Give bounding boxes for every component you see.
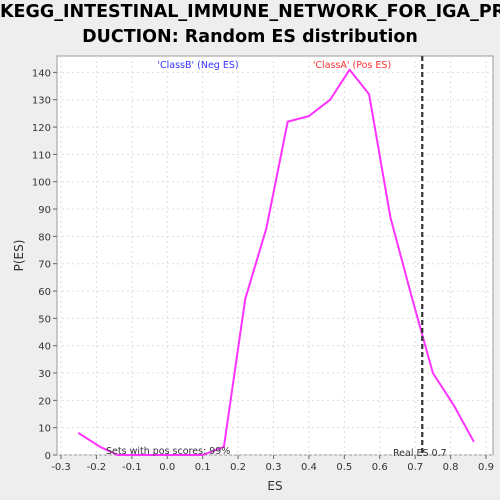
es-data-point bbox=[308, 115, 310, 117]
x-tick-label: -0.2 bbox=[87, 462, 107, 473]
y-tick-label: 10 bbox=[38, 424, 51, 435]
y-tick-label: 60 bbox=[38, 287, 51, 298]
y-tick-label: 80 bbox=[38, 232, 51, 243]
es-data-point bbox=[286, 120, 289, 123]
x-tick-label: 0.7 bbox=[407, 462, 423, 473]
es-data-point bbox=[223, 446, 225, 448]
x-tick-label: 0.6 bbox=[372, 462, 388, 473]
y-tick-label: 0 bbox=[45, 451, 51, 462]
annotations: 'ClassB' (Neg ES) 'ClassA' (Pos ES) Sets w… bbox=[106, 56, 447, 459]
y-tick-label: 20 bbox=[38, 396, 51, 407]
es-data-point bbox=[244, 298, 246, 301]
es-data-point bbox=[329, 98, 331, 101]
y-tick-label: 90 bbox=[38, 205, 51, 216]
pos-es-label: 'ClassA' (Pos ES) bbox=[313, 60, 391, 71]
es-data-point bbox=[348, 68, 351, 71]
es-data-point bbox=[432, 372, 434, 374]
series-group bbox=[77, 68, 475, 456]
pos-scores-text: Sets with pos scores: 99% bbox=[106, 446, 230, 457]
chart-title-line-1: KEGG_INTESTINAL_IMMUNE_NETWORK_FOR_IGA_P… bbox=[0, 2, 500, 22]
es-data-point bbox=[389, 216, 392, 219]
es-data-point bbox=[453, 405, 455, 407]
grid-lines bbox=[57, 56, 493, 456]
y-tick-label: 50 bbox=[38, 314, 51, 325]
x-tick-label: -0.1 bbox=[122, 462, 142, 473]
es-data-point bbox=[368, 93, 370, 96]
plot-area bbox=[56, 55, 494, 456]
es-data-point bbox=[201, 454, 204, 456]
y-tick-label: 30 bbox=[38, 369, 51, 380]
y-tick-label: 110 bbox=[32, 150, 51, 161]
es-data-point bbox=[116, 454, 119, 456]
es-distribution-line bbox=[78, 68, 475, 456]
x-tick-label: 0.2 bbox=[230, 462, 246, 473]
y-tick-label: 120 bbox=[32, 123, 51, 134]
es-data-point bbox=[410, 295, 413, 298]
y-tick-label: 100 bbox=[32, 178, 51, 189]
neg-es-label: 'ClassB' (Neg ES) bbox=[157, 60, 238, 71]
chart-title-line-2: DUCTION: Random ES distribution bbox=[82, 27, 418, 47]
y-axis-label: P(ES) bbox=[12, 240, 26, 272]
y-tick-label: 40 bbox=[38, 342, 51, 353]
y-tick-label: 140 bbox=[32, 68, 51, 79]
y-tick-label: 130 bbox=[32, 96, 51, 107]
x-tick-label: 0.9 bbox=[478, 462, 494, 473]
es-data-point bbox=[265, 227, 268, 229]
es-data-point bbox=[138, 454, 140, 456]
x-tick-label: 0.0 bbox=[159, 462, 175, 473]
es-data-point bbox=[77, 432, 80, 434]
x-tick-label: 0.5 bbox=[336, 462, 352, 473]
real-es-text: Real ES 0.7 bbox=[393, 448, 447, 459]
es-data-point bbox=[472, 440, 475, 443]
x-axis-label: ES bbox=[267, 479, 282, 493]
x-tick-label: 0.1 bbox=[195, 462, 211, 473]
axes: 0 10 20 30 40 50 60 70 80 90 100 110 120 130 140 -0.3 -0… bbox=[12, 68, 494, 493]
es-data-point bbox=[159, 454, 161, 456]
es-data-point bbox=[180, 454, 183, 456]
x-tick-label: -0.3 bbox=[51, 462, 71, 473]
x-tick-label: 0.8 bbox=[443, 462, 459, 473]
es-data-point bbox=[99, 446, 101, 448]
x-tick-label: 0.3 bbox=[266, 462, 282, 473]
x-tick-label: 0.4 bbox=[301, 462, 317, 473]
y-tick-label: 70 bbox=[38, 260, 51, 271]
